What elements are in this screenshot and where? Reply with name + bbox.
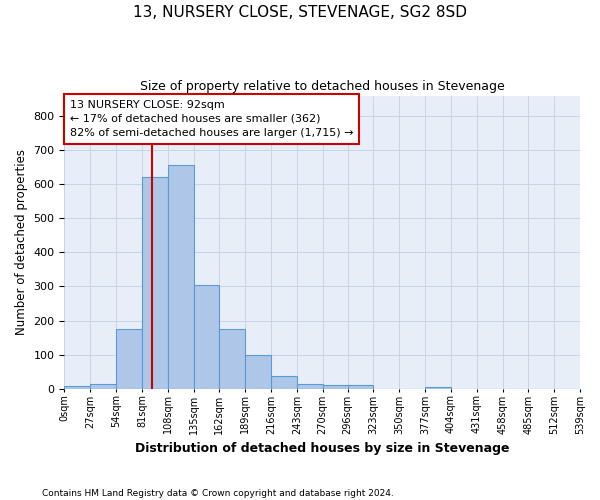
Bar — [90, 384, 116, 388]
Text: Contains HM Land Registry data © Crown copyright and database right 2024.: Contains HM Land Registry data © Crown c… — [42, 488, 394, 498]
Bar — [347, 386, 373, 388]
Bar — [323, 384, 349, 388]
X-axis label: Distribution of detached houses by size in Stevenage: Distribution of detached houses by size … — [135, 442, 509, 455]
Bar — [297, 384, 323, 388]
Bar — [271, 376, 297, 388]
Text: 13 NURSERY CLOSE: 92sqm
← 17% of detached houses are smaller (362)
82% of semi-d: 13 NURSERY CLOSE: 92sqm ← 17% of detache… — [70, 100, 353, 138]
Bar — [168, 166, 194, 388]
Bar — [194, 285, 220, 389]
Text: 13, NURSERY CLOSE, STEVENAGE, SG2 8SD: 13, NURSERY CLOSE, STEVENAGE, SG2 8SD — [133, 5, 467, 20]
Bar — [220, 329, 245, 388]
Bar — [142, 178, 168, 388]
Bar — [245, 356, 271, 388]
Title: Size of property relative to detached houses in Stevenage: Size of property relative to detached ho… — [140, 80, 505, 93]
Bar — [425, 387, 451, 388]
Bar — [64, 386, 90, 388]
Bar — [116, 329, 142, 388]
Y-axis label: Number of detached properties: Number of detached properties — [15, 149, 28, 335]
